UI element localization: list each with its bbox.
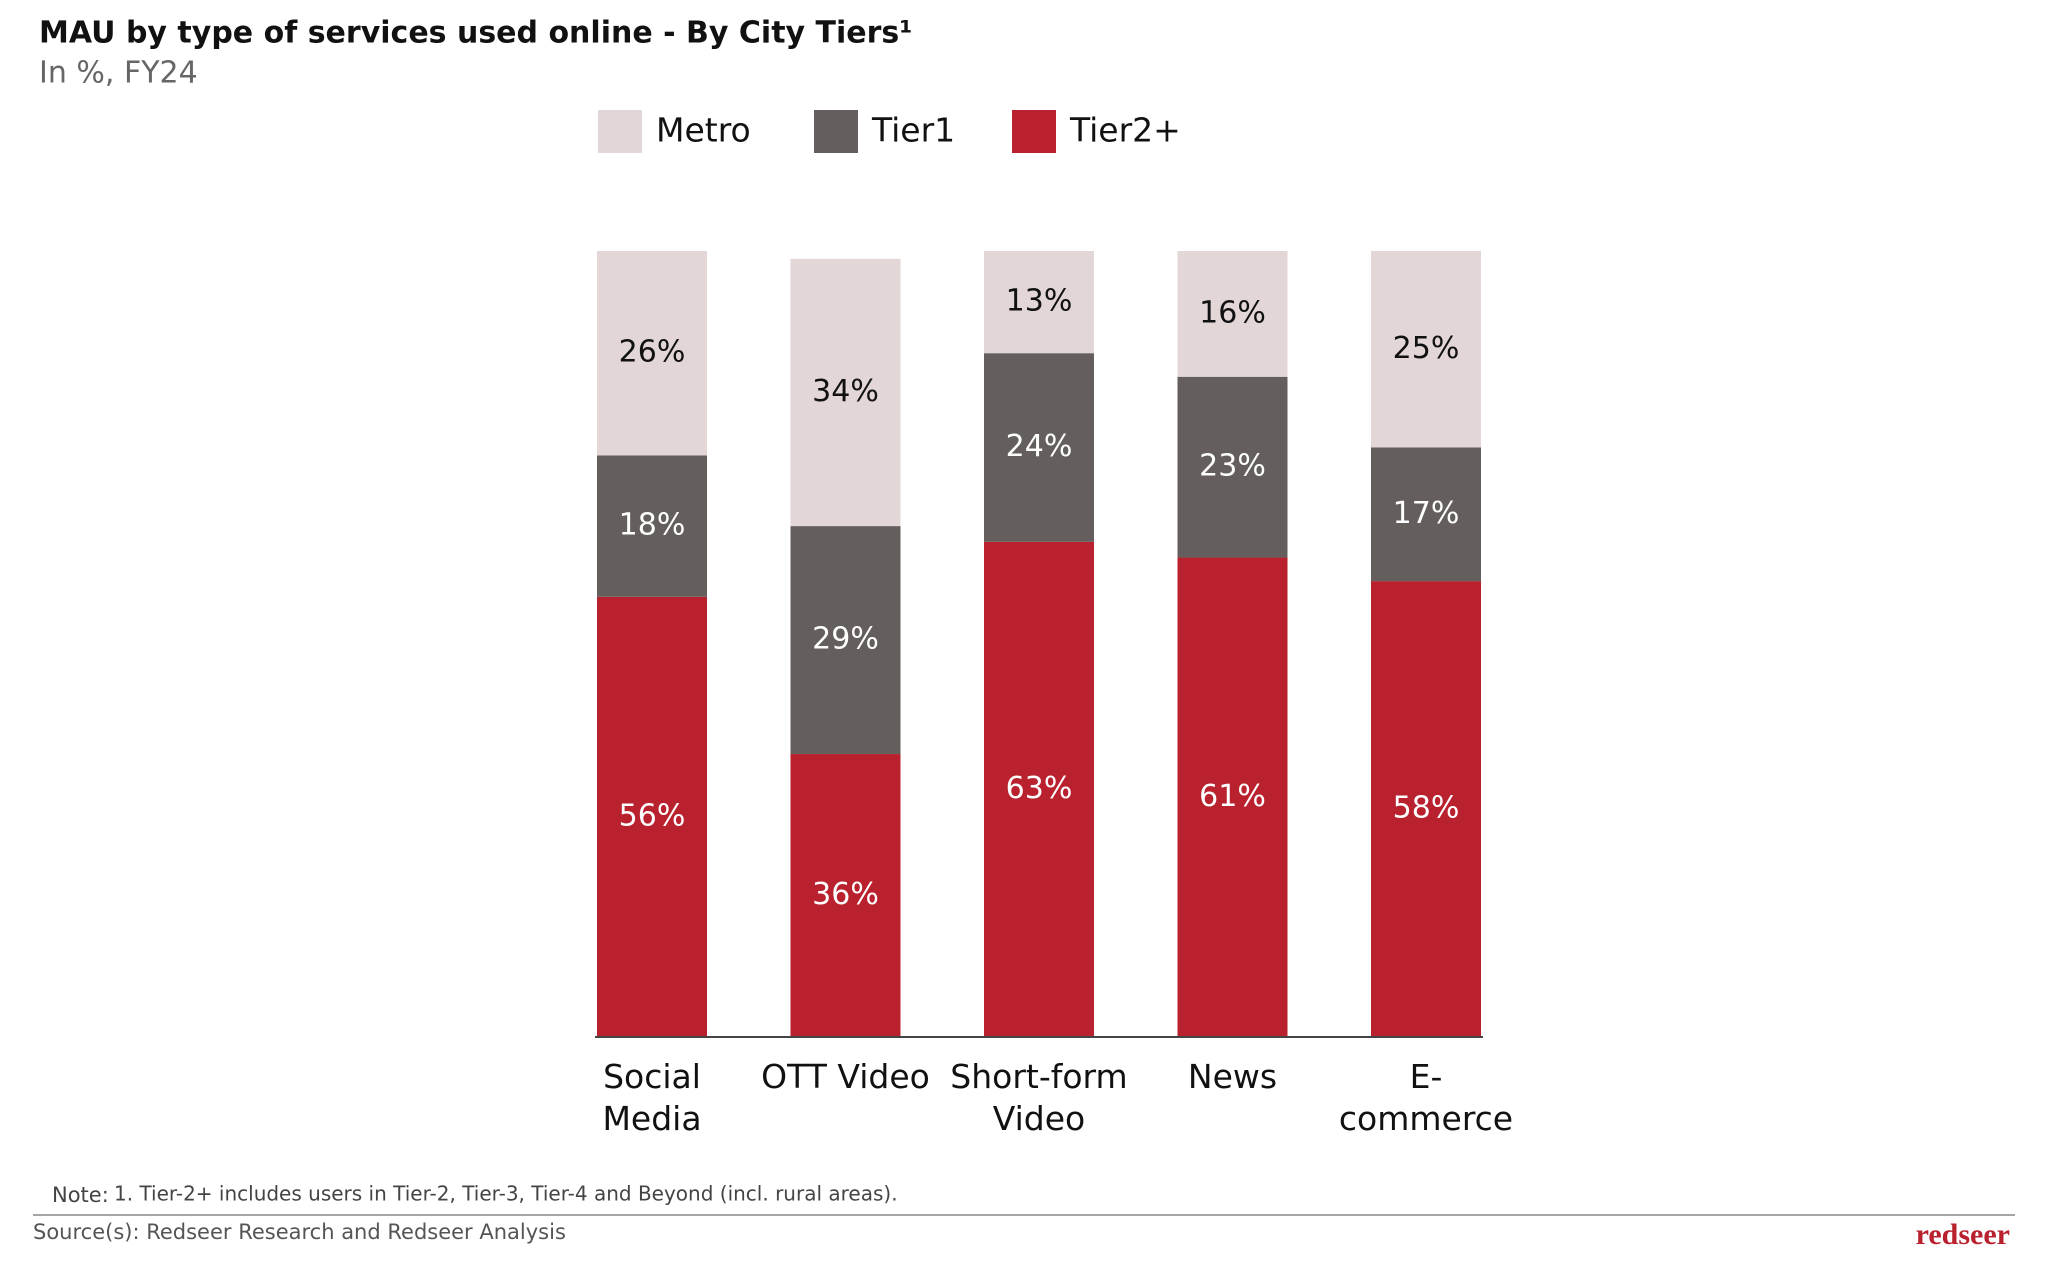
brand-logo: redseer: [1916, 1218, 2010, 1251]
chart-title: MAU by type of services used online - By…: [39, 16, 912, 51]
legend-label: Tier2+: [1069, 111, 1181, 150]
bar-segment: [790, 526, 901, 755]
value-label: 58%: [1393, 791, 1460, 826]
legend-label: Tier1: [871, 111, 955, 150]
source: Source(s): Redseer Research and Redseer …: [33, 1220, 566, 1244]
value-label: 34%: [812, 374, 879, 409]
x-tick-label: News: [1187, 1057, 1278, 1096]
bar-segment: [984, 353, 1094, 542]
value-label: 25%: [1393, 331, 1460, 366]
bar-segment: [790, 754, 901, 1037]
x-tick-label: Social Media: [602, 1057, 702, 1138]
bar-segment: [1177, 251, 1288, 377]
value-label: 18%: [619, 508, 686, 543]
value-label: 56%: [619, 798, 686, 833]
legend-swatch: [598, 110, 642, 153]
bar-segment: [1371, 251, 1481, 448]
bar-segment: [597, 251, 707, 456]
bar-segment: [790, 258, 901, 527]
x-tick-label: E-commerce: [1338, 1057, 1514, 1138]
bar-segment: [597, 455, 707, 597]
note: 1. Tier-2+ includes users in Tier-2, Tie…: [114, 1182, 898, 1206]
value-label: 23%: [1199, 449, 1266, 484]
value-label: 17%: [1393, 496, 1460, 531]
value-label: 13%: [1006, 284, 1073, 319]
bar-segment: [597, 596, 707, 1037]
x-tick-label: Short-form Video: [950, 1057, 1128, 1138]
value-label: 36%: [812, 877, 879, 912]
value-label: 26%: [619, 335, 686, 370]
value-label: 61%: [1199, 779, 1266, 814]
legend-swatch: [1012, 110, 1056, 153]
note-label: Note:: [52, 1183, 109, 1207]
bar-segment: [984, 251, 1094, 354]
bar-segment: [984, 541, 1094, 1037]
value-label: 63%: [1006, 771, 1073, 806]
x-tick-label: OTT Video: [761, 1057, 930, 1096]
chart-subtitle: In %, FY24: [39, 56, 198, 91]
value-label: 24%: [1006, 429, 1073, 464]
bar-segment: [1177, 557, 1288, 1037]
bar-segment: [1177, 376, 1288, 558]
value-label: 16%: [1199, 295, 1266, 330]
bar-segment: [1371, 581, 1481, 1037]
legend-label: Metro: [656, 111, 751, 150]
legend-swatch: [814, 110, 858, 153]
bar-segment: [1371, 447, 1481, 582]
value-label: 29%: [812, 622, 879, 657]
